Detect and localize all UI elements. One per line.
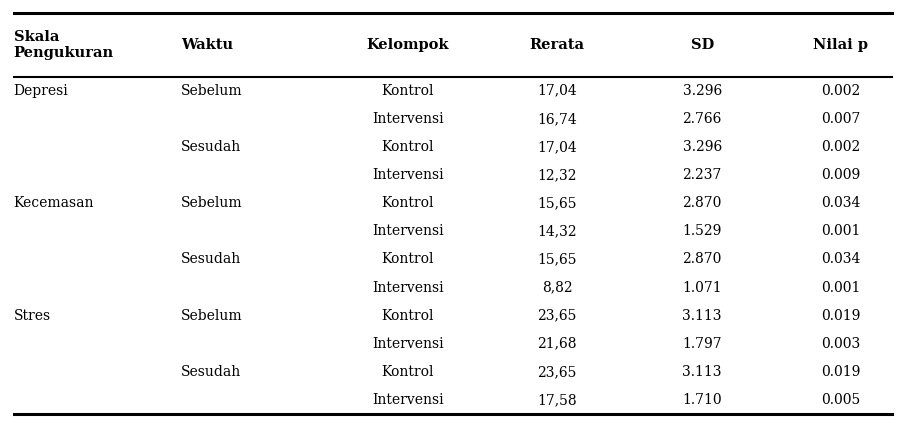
Text: 0.001: 0.001	[821, 225, 860, 238]
Text: Sebelum: Sebelum	[181, 196, 243, 210]
Text: Kontrol: Kontrol	[381, 365, 434, 379]
Text: 8,82: 8,82	[542, 281, 573, 294]
Text: 0.005: 0.005	[821, 393, 860, 407]
Text: Kecemasan: Kecemasan	[14, 196, 94, 210]
Text: 15,65: 15,65	[537, 253, 577, 266]
Text: 0.001: 0.001	[821, 281, 860, 294]
Text: Nilai p: Nilai p	[813, 38, 868, 52]
Text: Kontrol: Kontrol	[381, 196, 434, 210]
Text: 17,04: 17,04	[537, 84, 577, 98]
Text: Stres: Stres	[14, 309, 51, 322]
Text: 3.113: 3.113	[682, 365, 722, 379]
Text: 3.113: 3.113	[682, 309, 722, 322]
Text: Skala
Pengukuran: Skala Pengukuran	[14, 30, 114, 60]
Text: Sesudah: Sesudah	[181, 365, 242, 379]
Text: 3.296: 3.296	[682, 140, 722, 154]
Text: 0.019: 0.019	[821, 309, 860, 322]
Text: 21,68: 21,68	[537, 337, 577, 351]
Text: 0.019: 0.019	[821, 365, 860, 379]
Text: 0.034: 0.034	[821, 196, 860, 210]
Text: 1.797: 1.797	[682, 337, 722, 351]
Text: Depresi: Depresi	[14, 84, 68, 98]
Text: 12,32: 12,32	[537, 168, 577, 182]
Text: Kontrol: Kontrol	[381, 253, 434, 266]
Text: 0.007: 0.007	[821, 112, 860, 126]
Text: Sesudah: Sesudah	[181, 253, 242, 266]
Text: Intervensi: Intervensi	[371, 337, 444, 351]
Text: Intervensi: Intervensi	[371, 281, 444, 294]
Text: Sebelum: Sebelum	[181, 309, 243, 322]
Text: 0.003: 0.003	[821, 337, 860, 351]
Text: 0.002: 0.002	[821, 140, 860, 154]
Text: 23,65: 23,65	[537, 309, 577, 322]
Text: Sesudah: Sesudah	[181, 140, 242, 154]
Text: 2.766: 2.766	[682, 112, 722, 126]
Text: Intervensi: Intervensi	[371, 393, 444, 407]
Text: Intervensi: Intervensi	[371, 168, 444, 182]
Text: 3.296: 3.296	[682, 84, 722, 98]
Text: 1.710: 1.710	[682, 393, 722, 407]
Text: 2.870: 2.870	[682, 196, 722, 210]
Text: Rerata: Rerata	[530, 38, 584, 52]
Text: 14,32: 14,32	[537, 225, 577, 238]
Text: 1.529: 1.529	[682, 225, 722, 238]
Text: Kontrol: Kontrol	[381, 140, 434, 154]
Text: 16,74: 16,74	[537, 112, 577, 126]
Text: Sebelum: Sebelum	[181, 84, 243, 98]
Text: 2.237: 2.237	[682, 168, 722, 182]
Text: Intervensi: Intervensi	[371, 225, 444, 238]
Text: Waktu: Waktu	[181, 38, 234, 52]
Text: SD: SD	[690, 38, 714, 52]
Text: 0.002: 0.002	[821, 84, 860, 98]
Text: 15,65: 15,65	[537, 196, 577, 210]
Text: Intervensi: Intervensi	[371, 112, 444, 126]
Text: Kelompok: Kelompok	[366, 38, 449, 52]
Text: Kontrol: Kontrol	[381, 309, 434, 322]
Text: 0.009: 0.009	[821, 168, 860, 182]
Text: 0.034: 0.034	[821, 253, 860, 266]
Text: 23,65: 23,65	[537, 365, 577, 379]
Text: 17,04: 17,04	[537, 140, 577, 154]
Text: 1.071: 1.071	[682, 281, 722, 294]
Text: 2.870: 2.870	[682, 253, 722, 266]
Text: Kontrol: Kontrol	[381, 84, 434, 98]
Text: 17,58: 17,58	[537, 393, 577, 407]
